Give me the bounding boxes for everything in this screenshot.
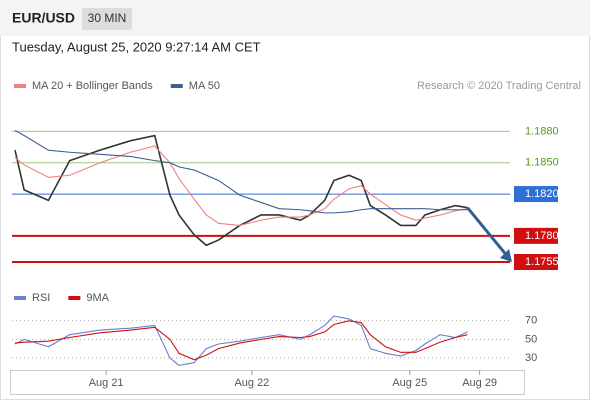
symbol: EUR/USD	[12, 10, 75, 26]
x-tick-label: Aug 29	[462, 377, 497, 389]
level-label: 1.1820	[525, 188, 559, 200]
y-tick-label: 70	[525, 315, 537, 327]
x-axis-box	[10, 370, 525, 395]
timestamp: Tuesday, August 25, 2020 9:27:14 AM CET	[12, 39, 261, 54]
legend-label: MA 50	[189, 80, 220, 92]
x-tick-label: Aug 22	[234, 377, 269, 389]
level-label: 1.1850	[525, 157, 559, 169]
legend-swatch	[14, 296, 26, 300]
legend-swatch	[170, 84, 183, 88]
level-box	[514, 186, 558, 203]
series-line	[14, 129, 468, 214]
interval[interactable]: 30 MIN	[88, 11, 127, 25]
y-tick-label: 30	[525, 352, 537, 364]
level-label: 1.1880	[525, 125, 559, 137]
level-box	[514, 227, 558, 244]
level-box	[514, 254, 558, 271]
forecast-arrow	[466, 206, 510, 258]
interval-button[interactable]	[82, 8, 132, 30]
series-line	[14, 134, 468, 247]
y-tick-label: 50	[525, 333, 537, 345]
x-tick-label: Aug 25	[392, 377, 427, 389]
forecast-arrowhead	[500, 249, 512, 263]
legend-label: RSI	[32, 292, 50, 304]
legend-swatch	[14, 84, 26, 88]
x-tick-label: Aug 21	[89, 377, 124, 389]
level-label: 1.1780	[525, 230, 559, 242]
legend-label: 9MA	[86, 292, 109, 304]
legend-label: MA 20 + Bollinger Bands	[32, 80, 153, 92]
series-line	[14, 320, 468, 361]
series-line	[14, 315, 468, 366]
credit: Research © 2020 Trading Central	[417, 80, 581, 92]
level-label: 1.1755	[525, 256, 559, 268]
legend-swatch	[68, 296, 81, 300]
